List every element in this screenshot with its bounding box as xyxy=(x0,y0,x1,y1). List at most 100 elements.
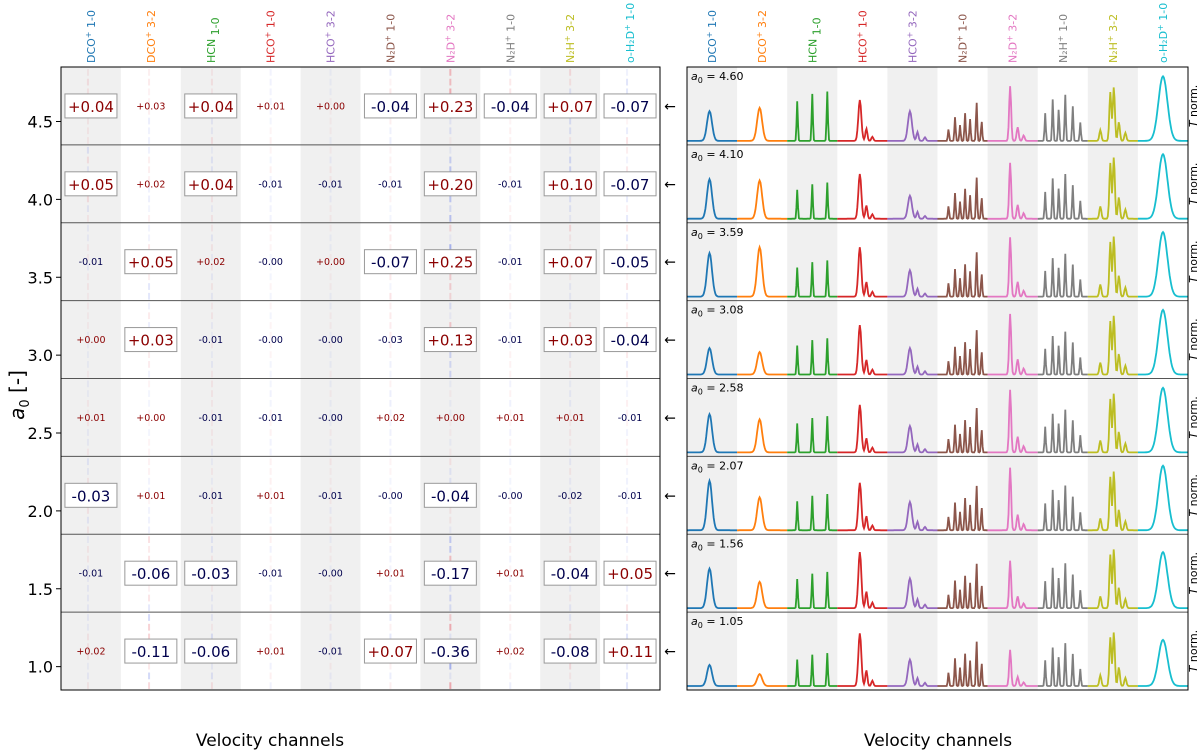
residual-stripe xyxy=(210,448,213,456)
spectra-row: a0 = 4.10 T norm. xyxy=(687,144,1200,220)
spectra-species-label: HCN 1-0 xyxy=(806,17,823,63)
value-label: +0.13 xyxy=(427,332,473,350)
residual-stripe xyxy=(449,156,452,164)
residual-stripe xyxy=(449,448,452,456)
value-label: +0.23 xyxy=(427,98,473,116)
species-transition: 3-2 xyxy=(145,10,158,28)
residual-stripe xyxy=(329,127,332,135)
residual-stripe xyxy=(509,146,512,154)
spectrum-line xyxy=(1037,643,1088,687)
value-label: -0.04 xyxy=(611,332,650,350)
residual-stripe xyxy=(509,662,512,670)
residual-stripe xyxy=(509,536,512,543)
y-axis-label-rest: [-] xyxy=(5,370,29,399)
species-base: HCO xyxy=(906,38,919,63)
value-label-small: +0.02 xyxy=(196,257,225,268)
residual-stripe xyxy=(148,507,151,514)
residual-stripe xyxy=(148,497,151,505)
residual-stripe xyxy=(269,361,272,368)
residual-stripe xyxy=(509,156,512,164)
residual-stripe xyxy=(329,458,332,466)
spectrum-line xyxy=(987,560,1038,610)
value-label-small: -0.01 xyxy=(198,491,223,502)
value-box xyxy=(184,560,238,586)
residual-stripe xyxy=(148,477,151,485)
residual-stripe xyxy=(210,487,213,495)
residual-stripe xyxy=(626,516,629,524)
residual-stripe xyxy=(269,107,272,115)
residual-stripe xyxy=(569,156,572,164)
residual-stripe xyxy=(626,69,629,76)
row-label-value: 2.58 xyxy=(719,382,744,395)
residual-stripe xyxy=(449,166,452,174)
residual-stripe xyxy=(210,604,213,612)
residual-stripe xyxy=(329,195,332,203)
residual-stripe xyxy=(269,331,272,339)
spectrum-line xyxy=(687,250,738,298)
value-box xyxy=(64,93,118,119)
species-transition: 3-2 xyxy=(1107,14,1120,32)
species-transition: 1-0 xyxy=(384,14,397,32)
residual-stripe xyxy=(509,672,512,680)
residual-stripe xyxy=(269,302,272,310)
value-label-small: -0.01 xyxy=(318,647,343,658)
residual-stripe xyxy=(148,185,151,193)
residual-stripe xyxy=(389,127,392,135)
row-arrow: ← xyxy=(664,566,676,582)
residual-stripe xyxy=(86,331,89,339)
residual-stripe xyxy=(329,351,332,359)
residual-stripe xyxy=(569,370,572,378)
residual-stripe xyxy=(389,614,392,621)
spectra-row: a0 = 2.07 T norm. xyxy=(687,455,1200,532)
residual-stripe xyxy=(509,458,512,466)
residual-stripe xyxy=(329,614,332,621)
residual-stripe xyxy=(329,78,332,86)
residual-stripe xyxy=(626,429,629,436)
residual-stripe xyxy=(626,614,629,621)
residual-stripe xyxy=(148,458,151,466)
value-box xyxy=(603,327,657,353)
residual-stripe xyxy=(389,117,392,125)
row-label-eq: = xyxy=(703,537,719,550)
residual-stripe xyxy=(389,545,392,553)
residual-stripe xyxy=(86,536,89,543)
residual-stripe xyxy=(86,399,89,407)
value-box xyxy=(363,638,417,664)
residual-stripe xyxy=(86,623,89,631)
residual-stripe xyxy=(148,283,151,290)
value-box xyxy=(543,249,597,275)
residual-stripe xyxy=(509,575,512,582)
spectra-frame xyxy=(686,66,1189,691)
spectrum-line xyxy=(1137,230,1188,298)
residual-stripe xyxy=(569,672,572,680)
residual-stripe xyxy=(148,146,151,154)
spectrum-line xyxy=(887,423,938,454)
residual-stripe xyxy=(389,487,392,495)
residual-stripe xyxy=(329,253,332,261)
residual-stripe xyxy=(210,331,213,339)
spectra-y-label: T norm. xyxy=(1187,474,1200,516)
residual-stripe xyxy=(148,244,151,251)
value-box xyxy=(124,249,178,275)
residual-stripe xyxy=(509,205,512,213)
residual-stripe xyxy=(269,380,272,388)
residual-stripe xyxy=(148,195,151,203)
residual-stripe xyxy=(269,516,272,524)
spectra-species-label: DCO+ 1-0 xyxy=(705,10,719,63)
spectra-row-label: a0 = 1.56 xyxy=(691,537,744,552)
residual-stripe xyxy=(210,253,213,261)
spectrum-line xyxy=(737,417,788,454)
residual-stripe xyxy=(569,224,572,232)
residual-stripe xyxy=(86,643,89,651)
residual-stripe xyxy=(449,292,452,300)
residual-stripe xyxy=(86,429,89,436)
residual-stripe xyxy=(626,390,629,397)
row-arrow: ← xyxy=(664,410,676,426)
residual-stripe xyxy=(509,516,512,524)
residual-stripe xyxy=(569,146,572,154)
residual-stripe xyxy=(269,370,272,378)
residual-stripe xyxy=(269,555,272,563)
heatmap-frame xyxy=(60,66,661,691)
residual-stripe xyxy=(329,536,332,543)
residual-stripe xyxy=(86,341,89,349)
